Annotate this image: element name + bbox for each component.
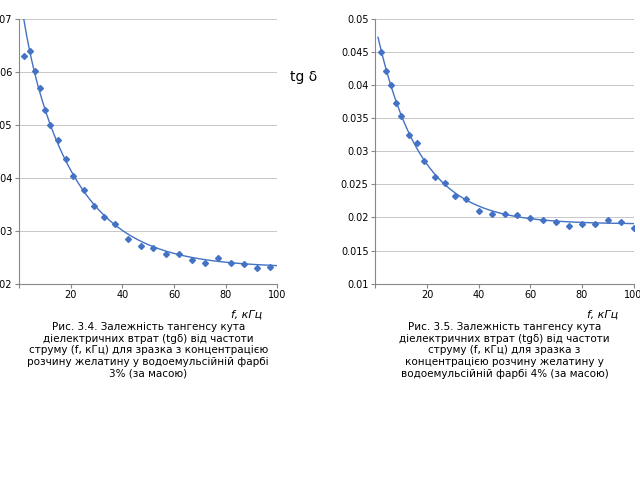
Text: Рис. 3.4. Залежність тангенсу кута
діелектричних втрат (tgδ) від частоти
струму : Рис. 3.4. Залежність тангенсу кута діеле… — [28, 322, 269, 379]
Text: Рис. 3.5. Залежність тангенсу кута
діелектричних втрат (tgδ) від частоти
струму : Рис. 3.5. Залежність тангенсу кута діеле… — [399, 322, 610, 379]
Text: f, кГц: f, кГц — [231, 310, 262, 320]
Text: tg δ: tg δ — [289, 71, 317, 84]
Text: f, кГц: f, кГц — [587, 310, 618, 320]
